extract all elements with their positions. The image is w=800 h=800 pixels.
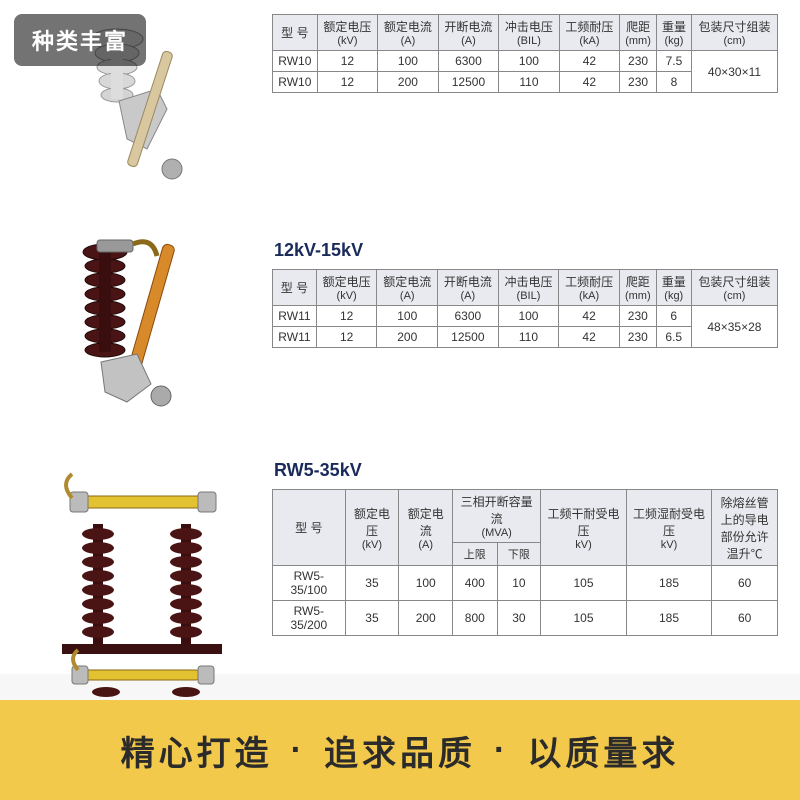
cell: 12 xyxy=(317,72,378,93)
section-title-12kv: 12kV-15kV xyxy=(274,240,778,261)
banner-part1: 精心打造 xyxy=(121,726,273,775)
th-pf-withstand: 工频耐压(kA) xyxy=(559,15,620,51)
section-rw11: 12kV-15kV 型 号 额定电压(kV) 额定电流(A) 开断电流(A) 冲… xyxy=(22,234,778,424)
product-image-rw5 xyxy=(22,454,262,664)
th-weight: 重量(kg) xyxy=(656,15,691,51)
cell: 6300 xyxy=(438,51,499,72)
cell: RW10 xyxy=(273,72,318,93)
cell: 8 xyxy=(656,72,691,93)
cell: 42 xyxy=(559,72,620,93)
banner-part2: 追求品质 xyxy=(324,726,476,775)
banner-sep: · xyxy=(291,731,306,770)
banner-part3: 以质量求 xyxy=(527,726,679,775)
cell: 200 xyxy=(378,72,439,93)
product-image-rw11 xyxy=(22,234,262,424)
th-model: 型 号 xyxy=(273,15,318,51)
th-current: 额定电流(A) xyxy=(378,15,439,51)
th-bil: 冲击电压(BIL) xyxy=(499,15,560,51)
catalog-content: 型 号 额定电压(kV) 额定电流(A) 开断电流(A) 冲击电压(BIL) 工… xyxy=(0,0,800,674)
table-row: RW5-35/100 35 100 400 10 105 185 60 xyxy=(273,566,778,601)
th-break-current: 开断电流(A) xyxy=(438,15,499,51)
product-image-partial xyxy=(60,640,240,700)
cell: 110 xyxy=(499,72,560,93)
spec-table-rw11: 型 号 额定电压(kV) 额定电流(A) 开断电流(A) 冲击电压(BIL) 工… xyxy=(272,269,778,348)
spec-table-rw10: 型 号 额定电压(kV) 额定电流(A) 开断电流(A) 冲击电压(BIL) 工… xyxy=(272,14,778,93)
fuse-cutout-illustration-2 xyxy=(57,234,227,424)
table-rw5-wrapper: RW5-35kV 型 号 额定电压(kV) 额定电流(A) 三相开断容量流(MV… xyxy=(262,454,778,636)
section-title-rw5: RW5-35kV xyxy=(274,460,778,481)
table-row: RW10 12 100 6300 100 42 230 7.5 40×30×11 xyxy=(273,51,778,72)
table-rw10-wrapper: 型 号 额定电压(kV) 额定电流(A) 开断电流(A) 冲击电压(BIL) 工… xyxy=(262,14,778,93)
bottom-banner: 精心打造 · 追求品质 · 以质量求 xyxy=(0,700,800,800)
cell: 230 xyxy=(620,51,657,72)
cell: 100 xyxy=(378,51,439,72)
th-package: 包装尺寸组装(cm) xyxy=(691,15,777,51)
table-row: RW11 12 100 6300 100 42 230 6 48×35×28 xyxy=(273,306,778,327)
banner-sep: · xyxy=(494,731,509,770)
cell: 100 xyxy=(499,51,560,72)
table-rw11-wrapper: 12kV-15kV 型 号 额定电压(kV) 额定电流(A) 开断电流(A) 冲… xyxy=(262,234,778,348)
spec-table-rw5: 型 号 额定电压(kV) 额定电流(A) 三相开断容量流(MVA) 工频干耐受电… xyxy=(272,489,778,636)
cell: 230 xyxy=(620,72,657,93)
fuse-cutout-illustration-3 xyxy=(42,454,242,664)
th-creepage: 爬距(mm) xyxy=(620,15,657,51)
section-rw5: RW5-35kV 型 号 额定电压(kV) 额定电流(A) 三相开断容量流(MV… xyxy=(22,454,778,664)
cell: 42 xyxy=(559,51,620,72)
cell: 7.5 xyxy=(656,51,691,72)
table-row: RW5-35/200 35 200 800 30 105 185 60 xyxy=(273,601,778,636)
cell-merged: 40×30×11 xyxy=(691,51,777,93)
cell: 12500 xyxy=(438,72,499,93)
variety-badge: 种类丰富 xyxy=(14,14,146,66)
cell: RW10 xyxy=(273,51,318,72)
cell: 12 xyxy=(317,51,378,72)
th-voltage: 额定电压(kV) xyxy=(317,15,378,51)
cell-merged: 48×35×28 xyxy=(691,306,777,348)
